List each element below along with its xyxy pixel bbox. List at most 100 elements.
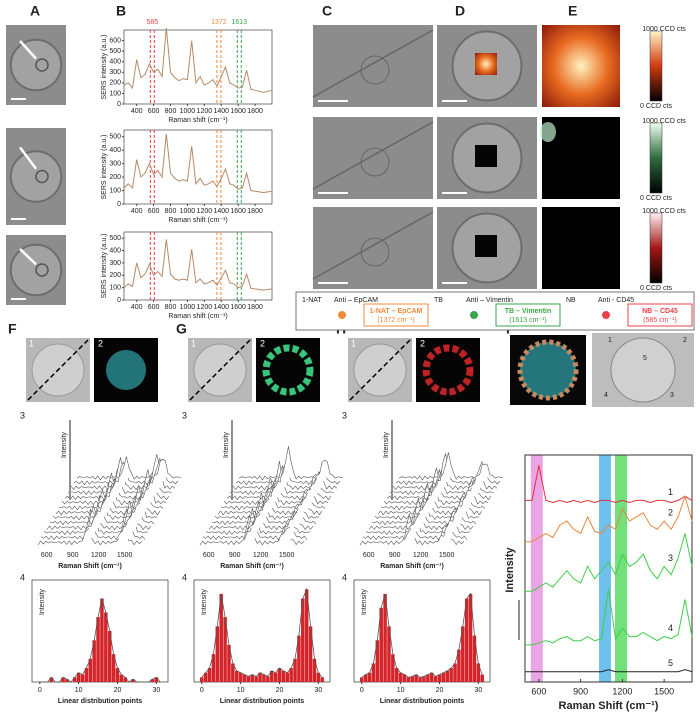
map-square bbox=[475, 235, 497, 257]
spot-label: 5 bbox=[643, 355, 647, 362]
arrow bbox=[19, 40, 37, 60]
panel-label: E bbox=[568, 3, 577, 19]
panel-label: G bbox=[176, 321, 187, 337]
hist-bar bbox=[402, 674, 407, 682]
hist-bar bbox=[426, 674, 430, 682]
x-tick-label: 600 bbox=[148, 304, 160, 311]
x-tick-label: 1200 bbox=[253, 552, 269, 559]
hist-bar bbox=[394, 668, 399, 682]
y-tick-label: 0 bbox=[117, 101, 121, 108]
reagent: 1-NAT bbox=[302, 297, 322, 304]
x-axis-label: Linear distribution points bbox=[380, 698, 464, 705]
fluor-cell bbox=[422, 344, 474, 396]
hist-bar bbox=[293, 658, 297, 682]
x-tick-label: 1600 bbox=[230, 108, 246, 115]
y-tick-label: 300 bbox=[109, 260, 121, 267]
map-square bbox=[475, 145, 497, 167]
colorbar-min: 0 CCD cts bbox=[640, 195, 672, 202]
x-tick-label: 1500 bbox=[439, 552, 455, 559]
hist-bar bbox=[297, 635, 301, 682]
sublabel: 4 bbox=[20, 572, 25, 582]
micrograph bbox=[313, 25, 433, 107]
antibody: Anti - CD45 bbox=[598, 297, 634, 304]
hist-bar bbox=[207, 668, 212, 682]
hist-bar bbox=[219, 593, 223, 682]
x-tick-label: 1500 bbox=[279, 552, 295, 559]
x-tick-label: 1000 bbox=[180, 208, 196, 215]
x-axis-label: Raman Shift (cm⁻¹) bbox=[380, 563, 444, 570]
intensity-label: Intensity bbox=[383, 431, 390, 458]
colorbar-min: 0 CCD cts bbox=[640, 285, 672, 292]
x-tick-label: 600 bbox=[531, 686, 546, 696]
hist-bar bbox=[406, 677, 411, 682]
sublabel: 1 bbox=[351, 338, 356, 348]
hist-bar bbox=[80, 674, 85, 682]
x-axis-label: Raman Shift (cm⁻¹) bbox=[220, 563, 284, 570]
sublabel: 2 bbox=[420, 338, 425, 348]
hist-bar bbox=[367, 672, 372, 682]
spot-label: 3 bbox=[670, 392, 674, 399]
hist-bar bbox=[472, 635, 477, 682]
colorbar-min: 0 CCD cts bbox=[640, 103, 672, 110]
series-label: 2 bbox=[668, 507, 673, 517]
x-tick-label: 1200 bbox=[197, 304, 213, 311]
x-tick-label: 900 bbox=[573, 686, 588, 696]
hist-bar bbox=[422, 676, 426, 682]
reagent: NB bbox=[566, 297, 576, 304]
hist-bar bbox=[246, 676, 251, 682]
band bbox=[615, 455, 628, 682]
x-tick-label: 1800 bbox=[247, 108, 263, 115]
x-tick-label: 900 bbox=[389, 552, 401, 559]
spot-label: 1 bbox=[608, 337, 612, 344]
hist-bar bbox=[92, 640, 96, 682]
scan-line bbox=[349, 339, 411, 401]
spectrum bbox=[525, 589, 693, 646]
x-tick-label: 1400 bbox=[213, 208, 229, 215]
hist-bar bbox=[111, 654, 116, 682]
hist-bar bbox=[150, 679, 155, 682]
series-label: 4 bbox=[668, 623, 673, 633]
band bbox=[530, 455, 543, 682]
plot-frame bbox=[123, 231, 273, 301]
hist-bar bbox=[65, 679, 69, 682]
x-tick-label: 900 bbox=[229, 552, 241, 559]
conjugate: NB – CD45 bbox=[642, 308, 678, 315]
hist-bar bbox=[480, 674, 484, 682]
x-tick-label: 1500 bbox=[117, 552, 133, 559]
x-tick-label: 800 bbox=[165, 304, 177, 311]
hist-bar bbox=[445, 670, 450, 682]
hist-bar bbox=[285, 672, 290, 682]
x-tick-label: 1200 bbox=[197, 108, 213, 115]
sublabel: 2 bbox=[260, 338, 265, 348]
hist-bar bbox=[273, 672, 278, 682]
conjugate: TB – Vimentin bbox=[505, 308, 552, 315]
x-tick-label: 1800 bbox=[247, 304, 263, 311]
x-tick-label: 400 bbox=[131, 108, 143, 115]
hist-bar bbox=[379, 607, 383, 682]
y-tick-label: 0 bbox=[117, 201, 121, 208]
x-tick-label: 1400 bbox=[213, 108, 229, 115]
plot-frame bbox=[31, 579, 169, 683]
x-axis-label: Linear distribution points bbox=[220, 698, 304, 705]
series-label: 1 bbox=[668, 487, 673, 497]
antibody: Anti – Vimentin bbox=[466, 297, 513, 304]
y-axis-label: Intensity bbox=[39, 588, 46, 615]
spectrum bbox=[123, 27, 273, 93]
band bbox=[599, 455, 612, 682]
x-tick-label: 1200 bbox=[612, 686, 632, 696]
x-tick-label: 1000 bbox=[180, 304, 196, 311]
hist-bar bbox=[227, 644, 231, 682]
x-tick-label: 20 bbox=[114, 687, 122, 694]
hist-bar bbox=[441, 672, 446, 682]
hist-bar bbox=[123, 677, 128, 682]
y-tick-label: 0 bbox=[117, 297, 121, 304]
cell bbox=[35, 58, 49, 72]
hist-bar bbox=[238, 672, 243, 682]
arrow bbox=[18, 146, 38, 170]
colorbar bbox=[649, 30, 663, 102]
panel-label: F bbox=[8, 321, 17, 337]
colorbar-max: 1000 CCD cts bbox=[642, 26, 686, 33]
hist-bar bbox=[107, 631, 112, 682]
